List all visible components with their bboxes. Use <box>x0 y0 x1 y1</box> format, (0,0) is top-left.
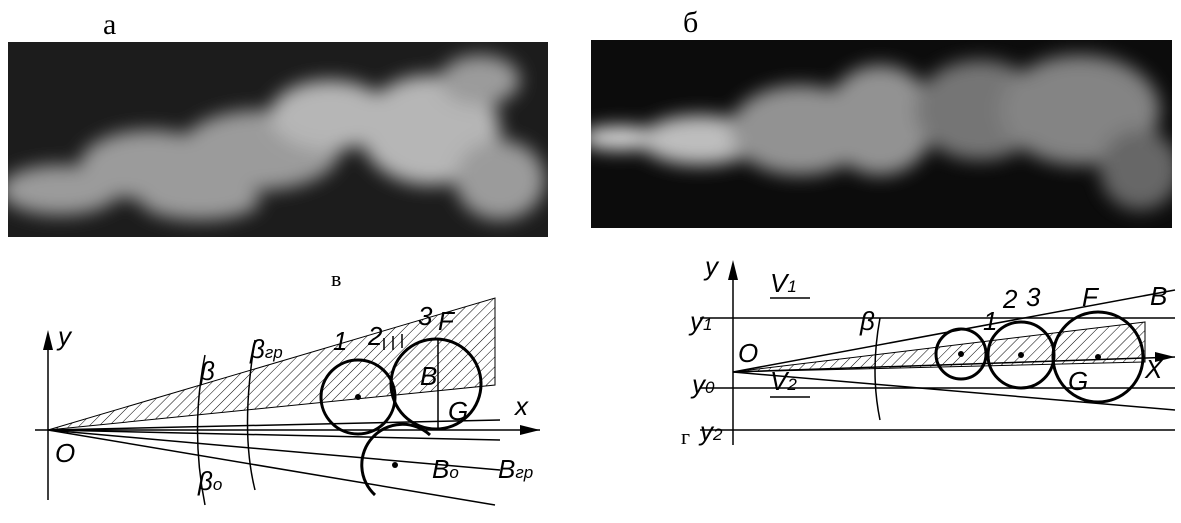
label: V2 <box>770 366 797 396</box>
diagram-left: y O x β βгр βо 1 2 3 F B G Bо Bгр <box>35 297 540 506</box>
photo-a <box>8 42 548 237</box>
label: Bо <box>432 454 459 484</box>
diagram-right: y V1 y1 O β 1 2 3 F B y0 V2 X G y2 <box>688 251 1176 446</box>
label: y0 <box>690 369 715 399</box>
panel-label: в <box>331 266 341 291</box>
photo-b <box>591 40 1172 228</box>
label: β <box>199 356 215 386</box>
label: β <box>859 306 875 336</box>
label: O <box>55 438 75 468</box>
panel-label: г <box>681 424 690 449</box>
label: 2 <box>1002 284 1018 314</box>
label: F <box>438 306 456 336</box>
label: 3 <box>1026 282 1041 312</box>
label: βгр <box>249 334 283 364</box>
label: B <box>420 361 437 391</box>
label: y1 <box>688 306 712 336</box>
axis-label: y <box>703 251 720 281</box>
label: G <box>448 396 468 426</box>
label: B <box>1150 281 1167 311</box>
axis-label: y <box>56 321 73 351</box>
label: βо <box>197 466 222 496</box>
label: 3 <box>418 301 433 331</box>
label: G <box>1068 366 1088 396</box>
label: V1 <box>770 268 797 298</box>
axis-label: X <box>1144 354 1164 384</box>
axis-label: x <box>513 391 529 421</box>
label: O <box>738 338 758 368</box>
panel-label: а <box>103 8 116 41</box>
label: 2 <box>367 321 383 351</box>
label: 1 <box>333 326 347 356</box>
label: y2 <box>698 416 723 446</box>
label: F <box>1082 282 1100 312</box>
panel-label: б <box>683 6 698 39</box>
label: 1 <box>983 306 997 336</box>
label: Bгр <box>498 454 533 484</box>
